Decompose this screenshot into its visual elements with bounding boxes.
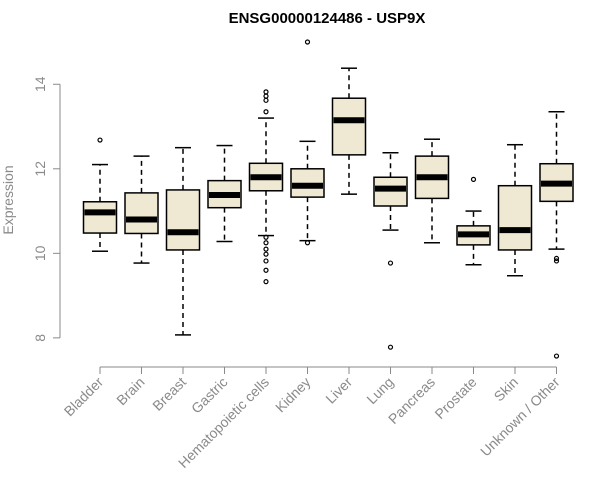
box-prostate [456,176,491,266]
box-hematopoietic-cells [248,89,284,285]
y-tick-label: 12 [32,161,48,177]
outlier-point [263,97,269,103]
outlier-point [263,240,269,246]
box-gastric [207,144,242,243]
outlier-point [387,344,394,350]
outlier-point [263,267,269,273]
outlier-point [263,89,269,95]
outlier-point [263,258,269,264]
x-tick-label: Kidney [272,374,314,416]
y-tick-label: 10 [32,245,48,261]
outlier-point [553,255,560,262]
outlier-point [304,39,311,45]
x-tick-label: Skin [491,374,522,405]
iqr-box [165,189,201,251]
box-pancreas [414,138,450,244]
y-axis-label: Expression [0,165,16,234]
chart-title: ENSG00000124486 - USP9X [229,10,426,27]
box-bladder [82,137,118,252]
box-unknown-other [539,110,574,359]
outlier-point [553,353,560,359]
box-liver [331,67,367,195]
outlier-point [387,260,394,266]
outlier-point [263,279,269,285]
iqr-box [82,201,118,234]
iqr-box [124,192,159,235]
x-tick-label: Brain [113,374,147,408]
outlier-point [263,246,269,252]
outlier-point [263,251,269,257]
outlier-point [263,109,269,115]
outlier-point [263,234,269,240]
outlier-point [97,137,103,143]
iqr-box [497,184,533,251]
x-tick-label: Lung [363,374,396,407]
x-tick-label: Bladder [61,374,107,420]
y-tick-label: 14 [32,76,48,92]
x-tick-label: Unknown / Other [477,374,563,460]
outlier-point [553,258,560,264]
iqr-box [331,97,367,156]
y-axis: 8 10 12 14 [32,76,61,342]
y-tick-label: 8 [32,334,48,342]
box-brain [124,155,159,264]
outlier-point [470,176,477,182]
x-tick-label: Liver [322,374,355,407]
outlier-point [304,240,311,246]
x-tick-label: Breast [149,374,189,414]
x-tick-label: Prostate [431,374,479,422]
boxes-group [82,39,574,359]
box-kidney [290,39,325,246]
box-breast [165,146,201,336]
box-skin [497,143,533,277]
box-lung [373,151,408,350]
outlier-point [263,93,269,99]
